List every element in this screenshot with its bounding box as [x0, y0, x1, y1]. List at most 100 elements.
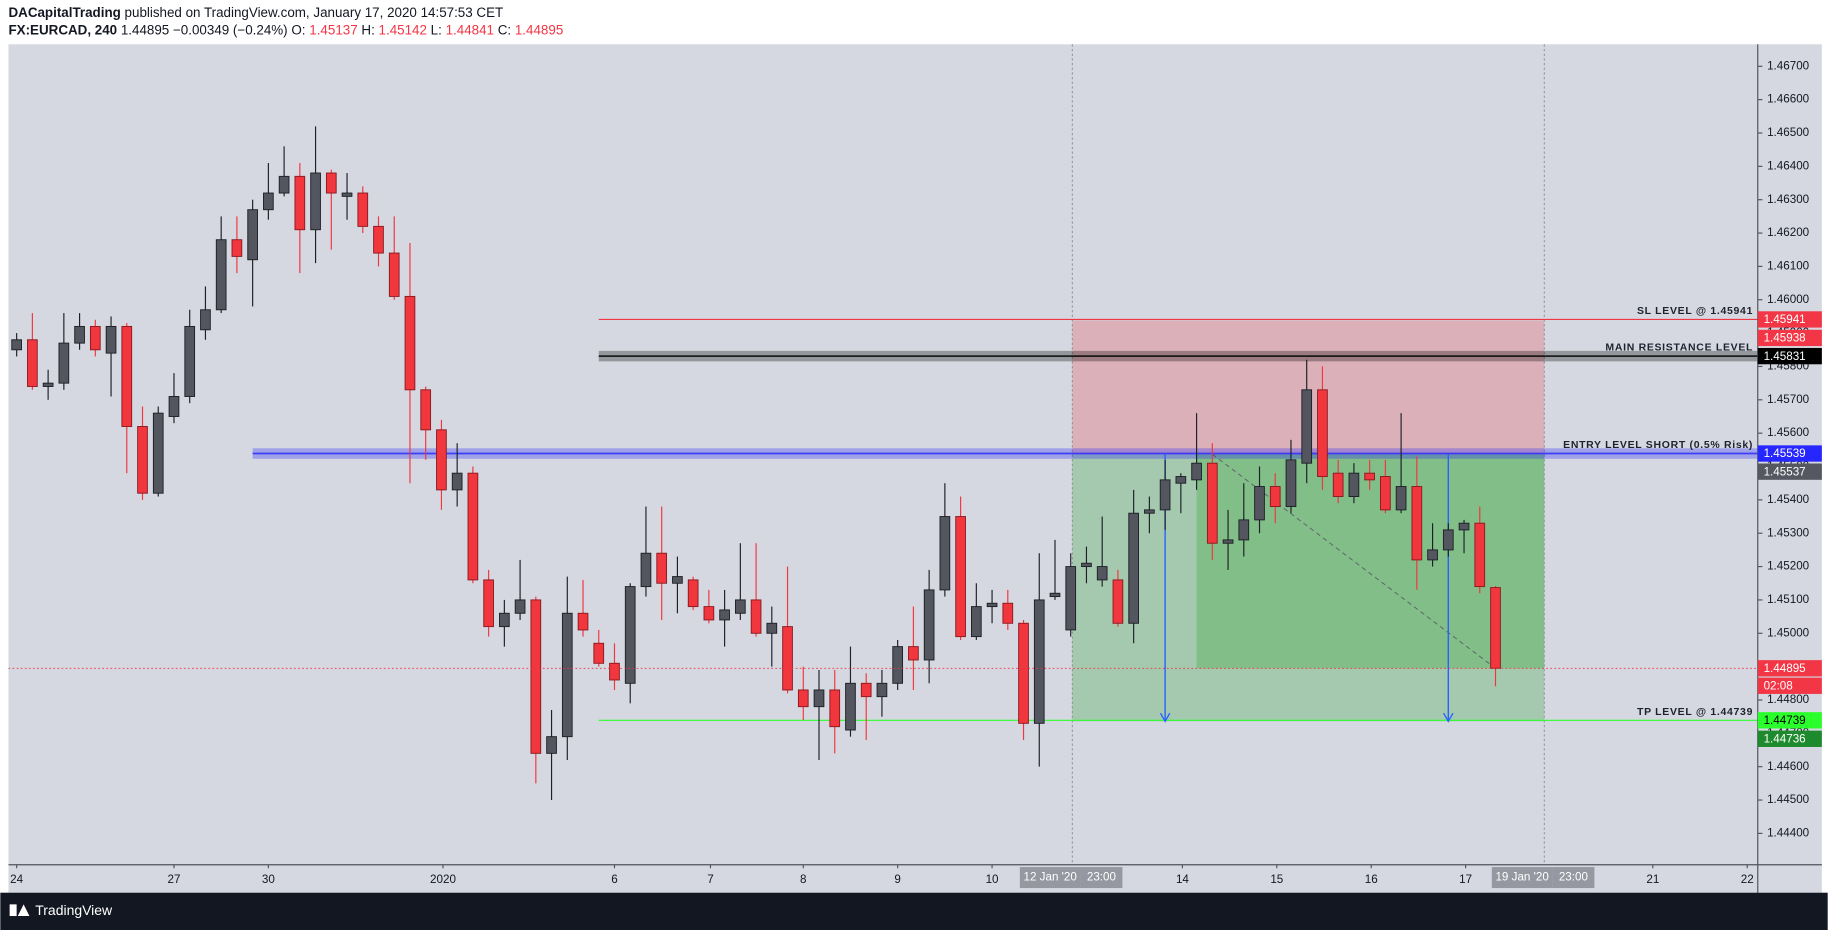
level-price-label-box	[1757, 311, 1822, 328]
candle-body	[1364, 472, 1375, 481]
candle-body	[1175, 476, 1187, 484]
y-tick-label: 1.46100	[1767, 259, 1810, 272]
candle-body	[420, 389, 432, 431]
x-tick-label: 22	[1741, 873, 1754, 886]
y-tick-label: 1.46400	[1767, 159, 1810, 172]
candle-body	[152, 412, 164, 494]
candle-body	[955, 516, 966, 638]
candle-body	[750, 599, 762, 634]
candle-body	[609, 662, 620, 681]
candle-body	[908, 646, 919, 661]
range-date: 12 Jan '20	[1023, 871, 1077, 884]
candle-body	[373, 225, 384, 254]
candle-body	[168, 396, 180, 417]
x-tick-label: 15	[1270, 873, 1283, 886]
ohlc-label: C:	[498, 22, 511, 37]
candle-body	[1065, 566, 1077, 631]
range-time: 23:00	[1087, 871, 1117, 884]
y-tick-label: 1.45200	[1767, 560, 1810, 573]
candle-body	[483, 579, 494, 628]
candle-body	[577, 612, 589, 631]
candle-body	[514, 599, 526, 614]
level-label: ENTRY LEVEL SHORT (0.5% Risk)	[1563, 440, 1753, 451]
range-time-box	[1080, 867, 1123, 889]
x-tick-label: 10	[986, 873, 999, 886]
last-price-label-box	[1757, 660, 1822, 677]
candle-body	[121, 325, 133, 427]
candle-body	[735, 599, 746, 614]
candle-body	[58, 342, 70, 384]
x-tick-label: 17	[1459, 873, 1472, 886]
candle-body	[1081, 562, 1092, 568]
y-tick-label: 1.44400	[1767, 826, 1810, 839]
candle-body	[436, 429, 447, 491]
y-tick-label: 1.44500	[1767, 793, 1810, 806]
candle-body	[1128, 512, 1139, 624]
candle-body	[1427, 549, 1438, 561]
y-tick-label: 1.46000	[1767, 293, 1810, 306]
x-tick-label: 2020	[430, 873, 456, 886]
arrow-head	[1443, 712, 1454, 723]
chart-background	[8, 44, 1822, 893]
candle-body	[247, 209, 258, 261]
candle-body	[1049, 592, 1061, 598]
candle-body	[105, 325, 117, 354]
candle-body	[1348, 472, 1360, 498]
level-price-label-box	[1757, 712, 1822, 729]
candle-body	[404, 295, 416, 391]
ohlc-value: 1.44895	[515, 22, 563, 37]
footer	[0, 892, 1828, 930]
candle-body	[341, 192, 353, 197]
candle-body	[939, 516, 951, 591]
candle-body	[845, 682, 856, 731]
range-time: 23:00	[1559, 871, 1589, 884]
x-tick-label: 7	[707, 873, 713, 886]
candle-body	[546, 736, 557, 754]
candle-body	[325, 172, 337, 194]
logo-mark	[17, 904, 30, 917]
level-price-label-box	[1757, 347, 1822, 365]
ohlc-label: H:	[361, 22, 374, 37]
level-price-label-box	[1757, 445, 1822, 462]
x-tick-label: 9	[894, 873, 900, 886]
arrow-head	[1159, 712, 1171, 723]
logo-bar	[9, 904, 17, 917]
countdown-box	[1757, 677, 1822, 694]
header-line-2: FX:EURCAD, 240 1.44895 −0.00349 (−0.24%)…	[8, 22, 563, 37]
y-tick-label: 1.44600	[1767, 760, 1810, 773]
candle-body	[499, 612, 510, 628]
x-tick-label: 21	[1646, 873, 1659, 886]
candle-body	[1442, 529, 1454, 551]
ohlc-value: 1.45137	[309, 22, 357, 37]
candle-body	[970, 606, 982, 638]
candle-body	[1474, 522, 1486, 588]
x-tick-label: 16	[1365, 873, 1378, 886]
candle-body	[451, 472, 463, 491]
candle-body	[1411, 486, 1423, 561]
candle-body	[923, 589, 935, 661]
candle-body	[1096, 566, 1108, 581]
level-label: MAIN RESISTANCE LEVEL	[1605, 343, 1753, 354]
candle-body	[137, 426, 148, 494]
candle-body	[1254, 486, 1265, 521]
y-tick-label: 1.45300	[1767, 526, 1810, 539]
candle-body	[829, 689, 841, 728]
published: published on TradingView.com, January 17…	[125, 4, 504, 19]
ohlc-value: 1.45142	[379, 22, 427, 37]
range-time-box	[1552, 867, 1595, 889]
ohlc-label: O:	[291, 22, 305, 37]
target-price-label: 1.44736	[1764, 732, 1806, 745]
ohlc-label: L:	[431, 22, 442, 37]
candle-body	[766, 622, 778, 634]
candle-body	[263, 192, 274, 211]
candle-body	[561, 612, 573, 738]
level-price-label: 1.45539	[1764, 447, 1806, 460]
target-price-label-box	[1757, 730, 1822, 747]
brand: TradingView	[35, 902, 113, 918]
candle-body	[687, 579, 699, 608]
candle-body	[813, 689, 825, 708]
x-tick-label: 8	[800, 873, 806, 886]
candle-body	[1191, 462, 1202, 481]
candle-body	[1033, 599, 1045, 724]
